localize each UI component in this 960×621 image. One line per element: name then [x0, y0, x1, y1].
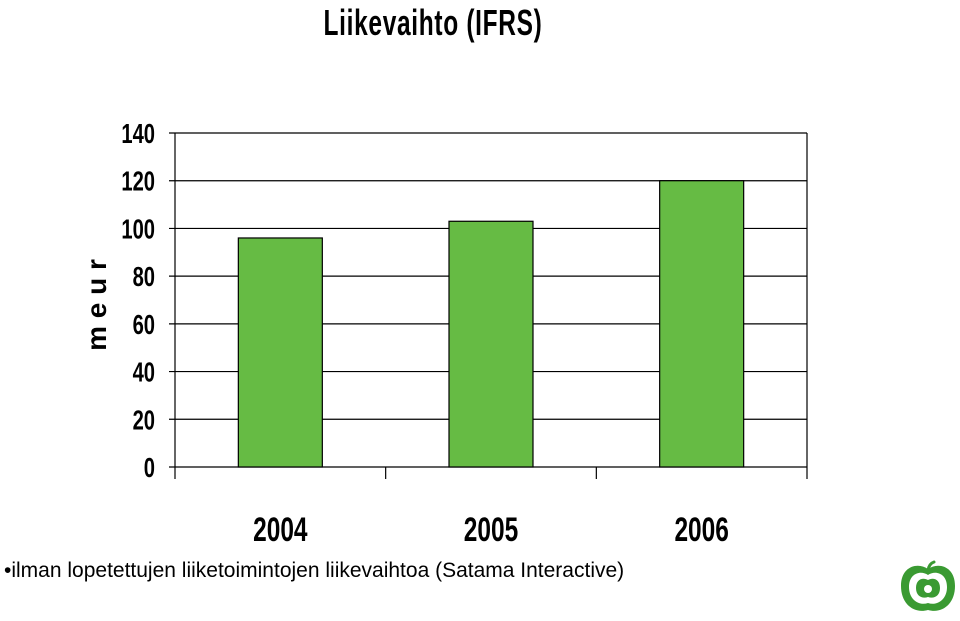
y-tick-label: 100: [121, 214, 155, 245]
x-tick-labels: 2004 2005 2006: [253, 511, 729, 549]
x-tick-label: 2006: [674, 511, 728, 549]
x-tick-label: 2004: [253, 511, 308, 549]
y-tick-labels: 0 20 40 60 80 100 120 140: [121, 119, 155, 484]
green-apple-logo-icon: [898, 560, 958, 616]
y-axis-label: m e u r: [81, 259, 112, 351]
y-tick-label: 20: [133, 405, 155, 436]
y-tick-label: 0: [144, 453, 155, 484]
y-tick-label: 140: [121, 119, 155, 150]
y-tick-label: 60: [133, 310, 155, 341]
y-tick-label: 40: [133, 357, 155, 388]
axes: [174, 133, 808, 479]
bar-2004: [237, 237, 323, 468]
bar-2006: [659, 180, 745, 468]
bars: [237, 180, 745, 468]
y-tick-label: 80: [133, 262, 155, 293]
x-tick-label: 2005: [464, 511, 518, 549]
y-tick-label: 120: [121, 167, 155, 198]
chart-title: Liikevaihto (IFRS): [323, 2, 543, 43]
footnote: •ilman lopetettujen liiketoimintojen lii…: [4, 559, 625, 582]
bar-2005: [448, 220, 534, 468]
bar-chart: 0 20 40 60 80 100 120 140 2004 2005 2006 m e u r: [81, 119, 808, 549]
